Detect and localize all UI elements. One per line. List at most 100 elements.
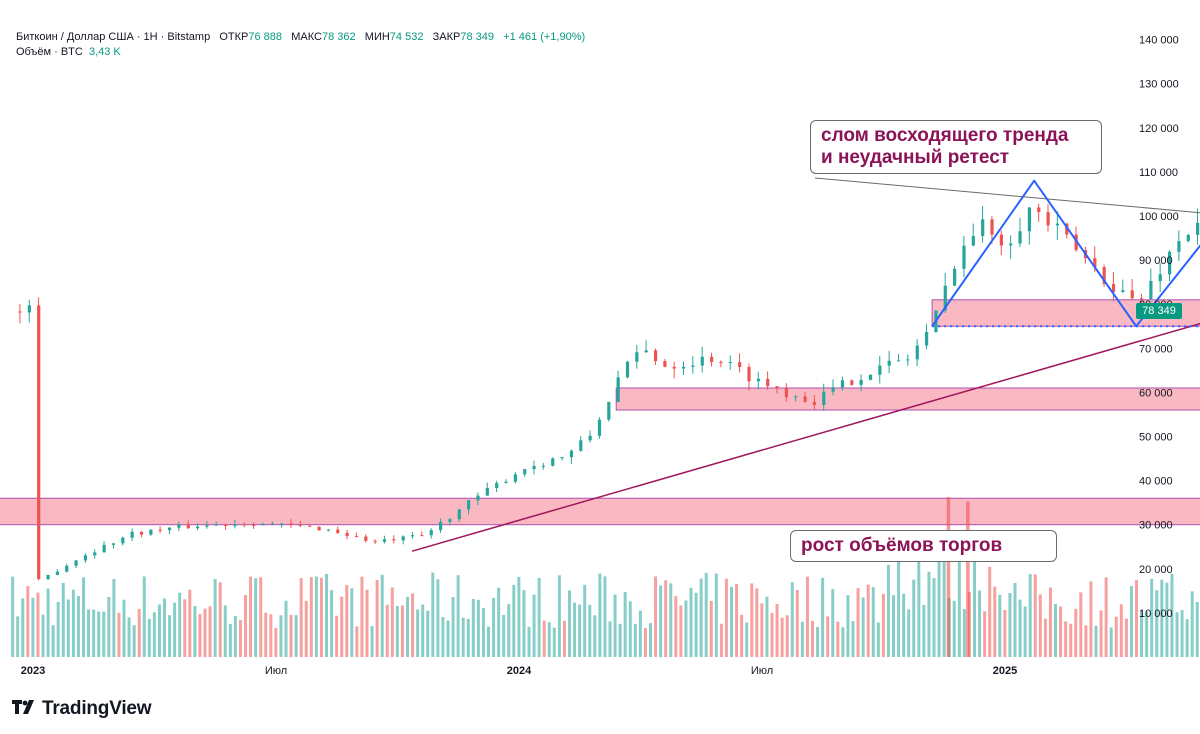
head-shoulders-pattern xyxy=(931,179,1200,328)
candle-body xyxy=(700,356,704,366)
volume-bar xyxy=(163,598,167,657)
volume-bar xyxy=(826,616,830,657)
volume-bar xyxy=(973,540,977,657)
candle-body xyxy=(560,457,564,459)
volume-bar xyxy=(264,612,268,657)
x-tick-label: 2025 xyxy=(993,665,1017,677)
volume-bar xyxy=(152,612,156,657)
volume-bar xyxy=(795,589,799,657)
volume-bar xyxy=(223,605,227,657)
volume-bar xyxy=(350,588,354,657)
candle-body xyxy=(177,524,181,528)
volume-bar xyxy=(780,617,784,657)
candle-body xyxy=(1139,298,1144,300)
candle-body xyxy=(326,529,331,531)
volume-bar xyxy=(805,576,809,657)
candle-body xyxy=(784,388,789,398)
x-tick-label: 2024 xyxy=(507,665,532,677)
volume-bar xyxy=(188,589,192,657)
close-value: 78 349 xyxy=(460,31,495,43)
volume-bar xyxy=(61,582,65,657)
volume-bar xyxy=(299,578,303,657)
uptrend-line xyxy=(411,322,1200,552)
volume-bar xyxy=(1135,580,1139,657)
candle-body xyxy=(616,377,620,402)
volume-bar xyxy=(674,596,678,657)
volume-bar xyxy=(269,614,273,657)
candle-body xyxy=(93,552,97,556)
symbol-title[interactable]: Биткоин / Доллар США · 1Н · Bitstamp xyxy=(16,31,211,43)
y-tick-label: 20 000 xyxy=(1139,564,1173,576)
callout-pointer xyxy=(814,177,1200,214)
candle-body xyxy=(579,440,583,451)
candle-body xyxy=(186,524,190,529)
candle-body xyxy=(224,524,228,526)
candle-body xyxy=(513,474,517,482)
volume-bar xyxy=(719,623,723,657)
tradingview-logo[interactable]: TradingView xyxy=(12,697,152,720)
volume-bar xyxy=(92,609,96,657)
volume-bar xyxy=(962,609,966,657)
candle-body xyxy=(962,245,966,269)
candle-body xyxy=(588,435,592,441)
volume-bar xyxy=(208,606,212,657)
volume-label[interactable]: Объём · BTC xyxy=(16,46,83,58)
candle-body xyxy=(149,529,153,535)
candle-body xyxy=(607,401,611,420)
last-price-tag: 78 349 xyxy=(1136,303,1182,319)
candle-body xyxy=(382,539,387,542)
volume-bar xyxy=(583,584,587,657)
volume-bar xyxy=(654,576,658,657)
volume-bar xyxy=(102,611,106,657)
volume-bar xyxy=(613,594,617,657)
volume-bar xyxy=(588,604,592,657)
candle-body xyxy=(803,396,807,402)
y-tick-label: 140 000 xyxy=(1139,35,1179,47)
candle-body xyxy=(27,305,31,313)
volume-bar xyxy=(1180,610,1184,657)
candle-body xyxy=(794,396,798,398)
volume-bar xyxy=(1033,574,1037,657)
candle-body xyxy=(1009,243,1013,246)
volume-bar xyxy=(892,595,896,657)
volume-bar xyxy=(487,626,491,657)
volume-bar xyxy=(51,625,55,657)
volume-bar xyxy=(502,614,506,657)
time-axis[interactable]: 2023Июл2024Июл2025Июл2026Июл2027Июл xyxy=(21,665,1200,677)
volume-bar xyxy=(841,627,845,657)
candle-body xyxy=(420,535,424,537)
candle-body xyxy=(65,565,69,572)
volume-bar xyxy=(689,587,693,657)
volume-bar xyxy=(942,537,946,657)
candle-body xyxy=(663,361,667,367)
volume-bar xyxy=(284,600,288,657)
volume-bar xyxy=(335,615,339,657)
candle-body xyxy=(55,571,60,575)
candle-body xyxy=(270,523,274,525)
volume-bar xyxy=(309,577,313,657)
volume-bar xyxy=(11,576,15,657)
support-zones xyxy=(0,299,1200,526)
y-tick-label: 110 000 xyxy=(1139,167,1178,179)
volume-bar xyxy=(649,623,653,657)
candle-body xyxy=(289,523,293,525)
volume-bar xyxy=(471,598,475,657)
volume-bar xyxy=(46,588,50,657)
y-tick-label: 50 000 xyxy=(1139,432,1173,444)
volume-bar xyxy=(907,609,911,657)
candle-body xyxy=(775,386,779,389)
volume-bar xyxy=(598,573,602,657)
candle-body xyxy=(990,219,994,235)
price-axis[interactable]: 140 000 130 000 120 000 110 000 100 000 90 00… xyxy=(1139,35,1179,620)
volume-bar xyxy=(1104,577,1108,657)
volume-bar xyxy=(714,573,718,657)
symbol-header: Биткоин / Доллар США · 1Н · Bitstamp ОТК… xyxy=(16,31,585,43)
volume-bar xyxy=(31,597,35,657)
volume-bar xyxy=(932,578,936,657)
candle-body xyxy=(859,379,863,385)
volume-bar xyxy=(735,584,739,657)
candle-body xyxy=(233,524,237,526)
volume-bar xyxy=(623,591,627,657)
candle-body xyxy=(74,560,78,566)
